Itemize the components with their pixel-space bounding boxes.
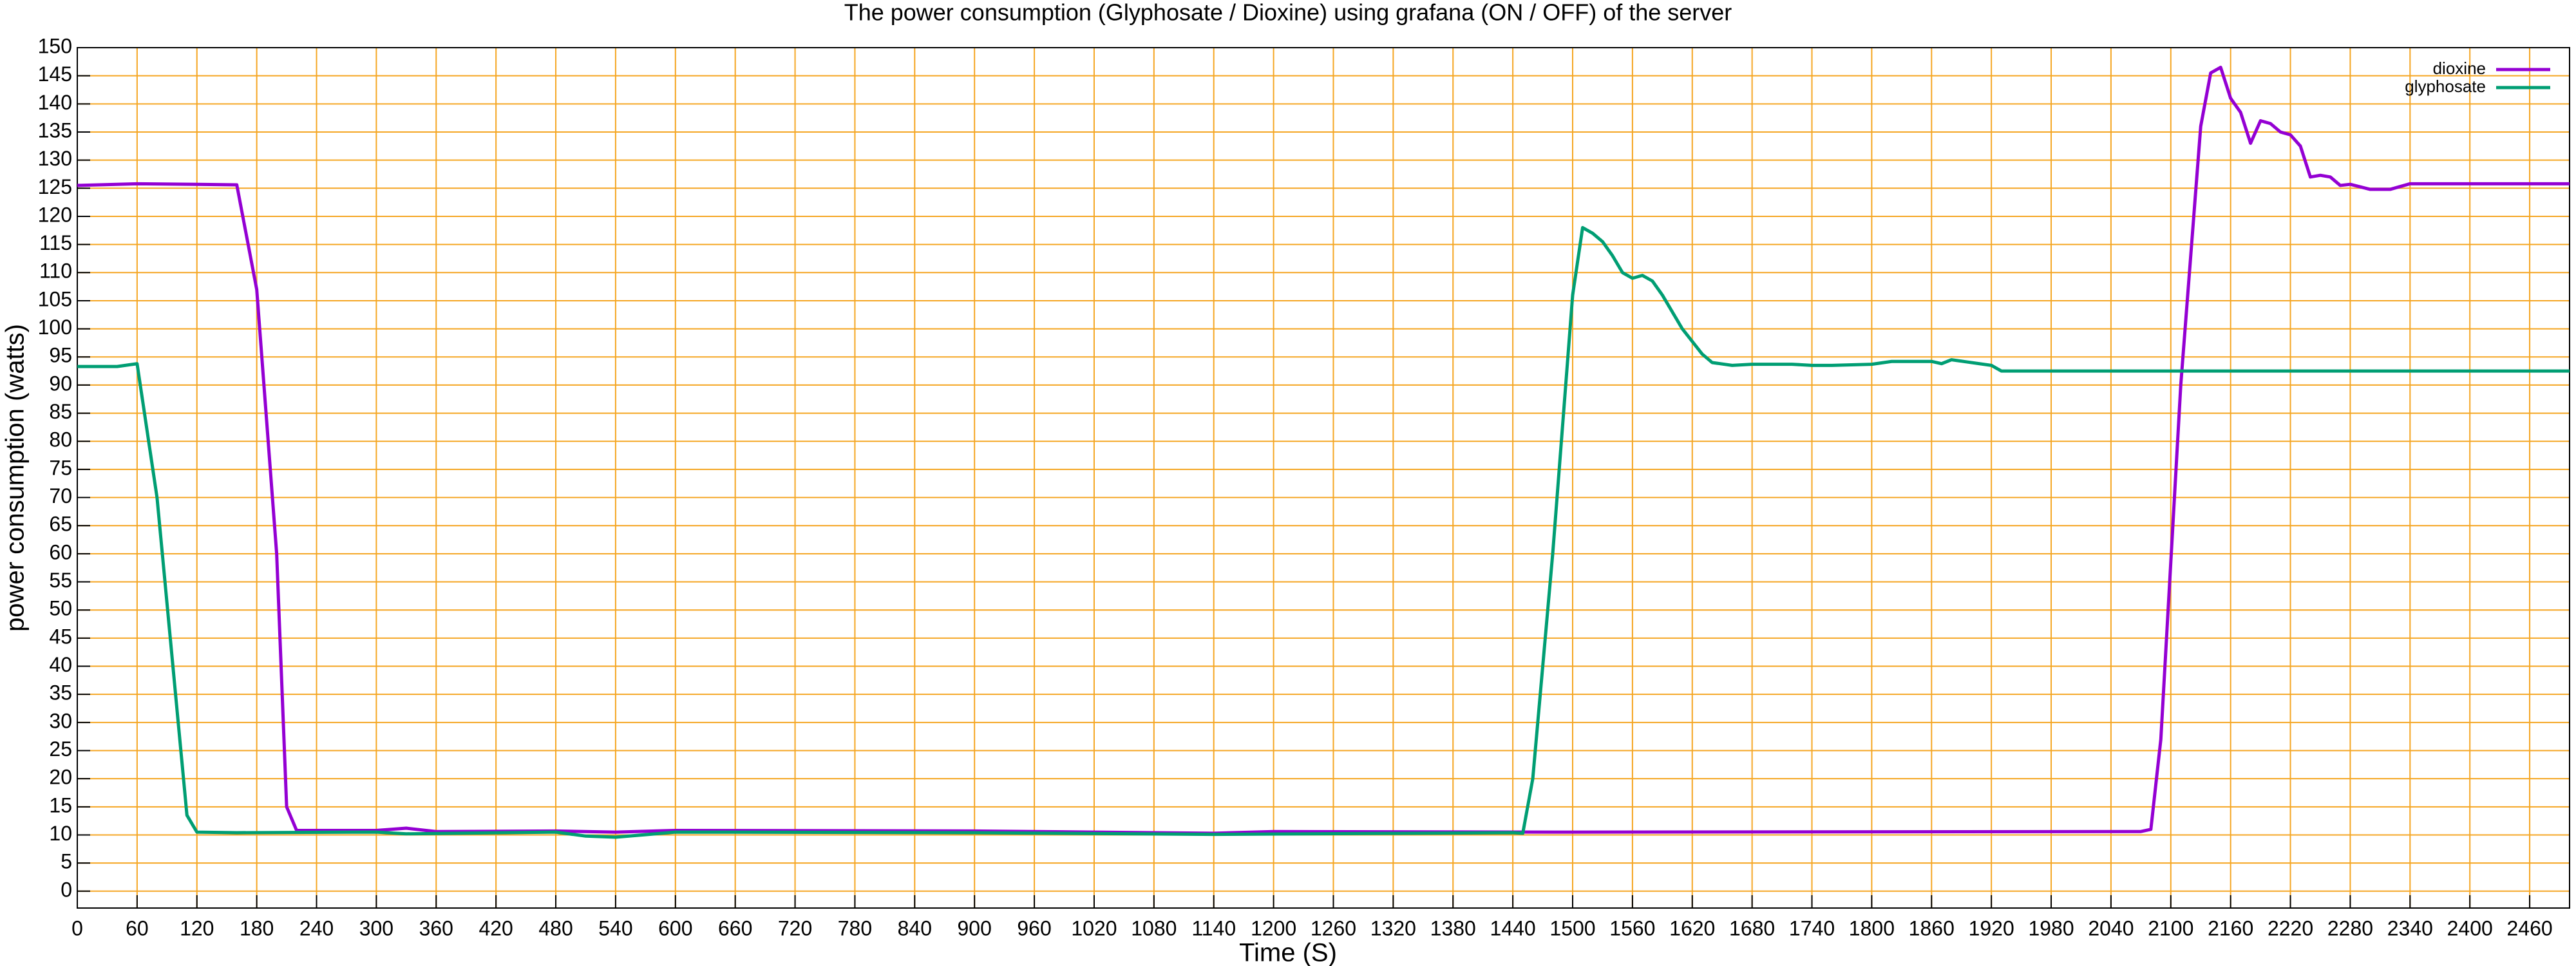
x-axis-label: Time (S) (1239, 939, 1337, 966)
y-tick-label: 115 (39, 231, 72, 254)
x-tick-label: 1380 (1430, 916, 1476, 940)
x-tick-label: 1260 (1311, 916, 1356, 940)
x-tick-label: 480 (538, 916, 573, 940)
legend-label: dioxine (2433, 59, 2486, 78)
y-tick-label: 135 (38, 118, 72, 142)
x-tick-label: 240 (299, 916, 334, 940)
y-tick-label: 130 (38, 147, 72, 170)
x-tick-label: 2460 (2506, 916, 2552, 940)
x-tick-label: 2280 (2327, 916, 2373, 940)
y-tick-label: 105 (38, 287, 72, 310)
x-tick-label: 1860 (1909, 916, 1955, 940)
x-tick-label: 2160 (2208, 916, 2253, 940)
y-tick-label: 95 (49, 344, 72, 367)
legend-label: glyphosate (2405, 77, 2486, 96)
y-tick-label: 0 (61, 878, 72, 901)
y-tick-label: 125 (38, 175, 72, 198)
y-tick-label: 35 (49, 681, 72, 705)
x-tick-label: 1800 (1849, 916, 1895, 940)
x-tick-label: 0 (71, 916, 83, 940)
x-tick-label: 2340 (2387, 916, 2433, 940)
y-tick-label: 5 (61, 850, 72, 873)
x-tick-label: 2400 (2447, 916, 2493, 940)
y-tick-label: 100 (38, 316, 72, 339)
x-tick-label: 1200 (1251, 916, 1296, 940)
y-tick-label: 40 (49, 653, 72, 676)
x-tick-label: 1680 (1729, 916, 1775, 940)
y-tick-label: 45 (49, 625, 72, 648)
y-tick-label: 15 (49, 793, 72, 817)
y-tick-label: 150 (38, 34, 72, 57)
x-tick-label: 1320 (1370, 916, 1416, 940)
y-tick-label: 110 (39, 260, 72, 283)
y-tick-label: 65 (49, 513, 72, 536)
x-tick-label: 720 (778, 916, 812, 940)
y-tick-label: 80 (49, 428, 72, 451)
x-tick-label: 900 (958, 916, 992, 940)
x-tick-label: 2040 (2088, 916, 2134, 940)
y-tick-label: 25 (49, 737, 72, 761)
x-tick-label: 1140 (1191, 916, 1236, 940)
x-tick-label: 1440 (1490, 916, 1536, 940)
x-tick-label: 600 (658, 916, 692, 940)
x-tick-label: 300 (359, 916, 393, 940)
y-tick-label: 85 (49, 400, 72, 423)
plot-frame (77, 47, 2570, 909)
x-tick-label: 180 (240, 916, 274, 940)
x-tick-label: 1560 (1609, 916, 1655, 940)
x-tick-label: 660 (718, 916, 752, 940)
data-line (77, 225, 2570, 839)
x-tick-label: 960 (1017, 916, 1051, 940)
x-tick-label: 1020 (1071, 916, 1117, 940)
x-tick-label: 1080 (1131, 916, 1177, 940)
x-tick-label: 1920 (1969, 916, 2014, 940)
y-tick-label: 145 (38, 62, 72, 86)
x-tick-label: 1980 (2028, 916, 2074, 940)
y-tick-label: 50 (49, 597, 72, 620)
y-tick-label: 55 (49, 569, 72, 592)
chart-title: The power consumption (Glyphosate / Diox… (844, 0, 1732, 26)
x-tick-label: 2220 (2268, 916, 2313, 940)
y-axis-label: power consumption (watts) (1, 324, 30, 632)
y-tick-label: 120 (38, 203, 72, 226)
x-tick-label: 360 (419, 916, 453, 940)
x-tick-label: 540 (598, 916, 632, 940)
y-tick-label: 20 (49, 766, 72, 789)
y-tick-label: 10 (49, 822, 72, 845)
x-tick-label: 840 (898, 916, 932, 940)
x-tick-label: 60 (126, 916, 149, 940)
x-tick-label: 1620 (1669, 916, 1715, 940)
data-line (77, 66, 2570, 835)
x-tick-label: 1740 (1789, 916, 1835, 940)
y-tick-label: 60 (49, 540, 72, 564)
y-tick-label: 90 (49, 372, 72, 395)
y-tick-label: 140 (38, 91, 72, 114)
x-tick-label: 120 (180, 916, 214, 940)
x-tick-label: 420 (478, 916, 513, 940)
y-tick-label: 70 (49, 484, 72, 507)
y-tick-label: 75 (49, 456, 72, 479)
x-tick-label: 1500 (1549, 916, 1595, 940)
x-tick-label: 780 (838, 916, 872, 940)
x-tick-label: 2100 (2148, 916, 2193, 940)
y-tick-label: 30 (49, 709, 72, 732)
